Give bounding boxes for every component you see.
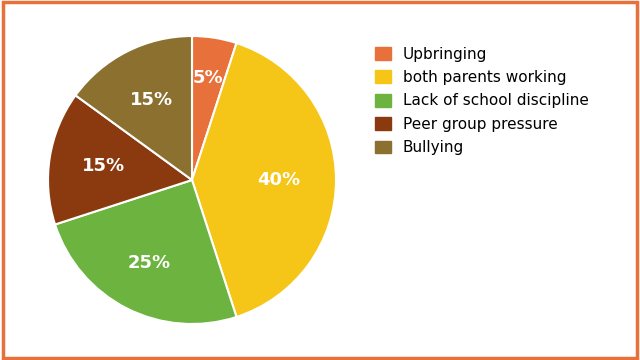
- Legend: Upbringing, both parents working, Lack of school discipline, Peer group pressure: Upbringing, both parents working, Lack o…: [372, 44, 592, 158]
- Wedge shape: [76, 36, 192, 180]
- Wedge shape: [55, 180, 237, 324]
- Wedge shape: [192, 43, 336, 317]
- Wedge shape: [192, 36, 237, 180]
- Text: 15%: 15%: [83, 157, 125, 175]
- Text: 5%: 5%: [193, 69, 223, 87]
- Wedge shape: [48, 95, 192, 225]
- Text: 15%: 15%: [130, 91, 173, 109]
- Text: 40%: 40%: [257, 171, 300, 189]
- Text: 25%: 25%: [128, 255, 171, 273]
